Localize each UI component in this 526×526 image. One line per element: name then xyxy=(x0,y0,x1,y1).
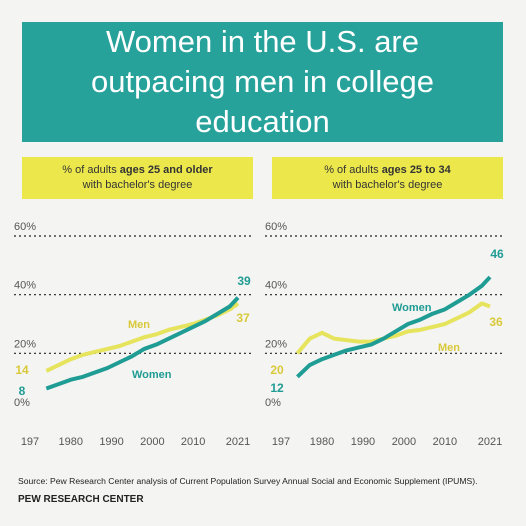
x-tick-label: 197 xyxy=(21,436,39,448)
source: Source: Pew Research Center analysis of … xyxy=(18,476,478,486)
x-tick-label: 2021 xyxy=(226,436,250,448)
series-line xyxy=(45,296,240,391)
x-tick-label: 2021 xyxy=(478,436,502,448)
y-tick-label: 40% xyxy=(265,280,287,292)
x-tick-label: 1990 xyxy=(351,436,375,448)
series-name: Men xyxy=(438,342,460,354)
x-tick-label: 2010 xyxy=(181,436,205,448)
data-label: 12 xyxy=(270,381,284,395)
series-name: Women xyxy=(132,369,172,381)
y-tick-label: 40% xyxy=(14,280,36,292)
y-tick-label: 0% xyxy=(14,397,30,409)
subtitle-emphasis: ages 25 and older xyxy=(119,164,213,176)
subtitle-prefix: % of adults xyxy=(62,164,117,176)
data-label: 37 xyxy=(236,311,250,325)
data-label: 14 xyxy=(15,363,29,377)
y-tick-label: 20% xyxy=(265,338,287,350)
x-tick-label: 1990 xyxy=(99,436,123,448)
y-tick-label: 60% xyxy=(265,221,287,233)
data-label: 20 xyxy=(270,363,284,377)
series-name: Women xyxy=(392,302,432,314)
series-line xyxy=(45,301,240,373)
subtitle-line2: with bachelor's degree xyxy=(332,179,443,191)
y-tick-label: 0% xyxy=(265,397,281,409)
y-tick-label: 60% xyxy=(14,221,36,233)
credit: PEW RESEARCH CENTER xyxy=(18,494,144,505)
series-line xyxy=(296,275,492,379)
series-line xyxy=(295,301,491,355)
subtitle-line: % of adults ages 25 to 34 xyxy=(272,163,503,178)
data-label: 36 xyxy=(489,315,503,329)
data-label: 39 xyxy=(237,274,251,288)
x-tick-label: 1980 xyxy=(310,436,334,448)
x-tick-label: 2000 xyxy=(392,436,416,448)
x-tick-label: 1980 xyxy=(59,436,83,448)
subtitle-prefix: % of adults xyxy=(324,164,379,176)
series-name: Men xyxy=(128,319,150,331)
x-tick-label: 2000 xyxy=(140,436,164,448)
data-label: 46 xyxy=(490,247,504,261)
data-label: 8 xyxy=(19,384,26,398)
title: Women in the U.S. are outpacing men in c… xyxy=(22,22,503,142)
subtitle-box: % of adults ages 25 to 34 with bachelor'… xyxy=(272,157,503,199)
subtitle-box: % of adults ages 25 and older with bache… xyxy=(22,157,253,199)
x-tick-label: 2010 xyxy=(433,436,457,448)
x-tick-label: 197 xyxy=(272,436,290,448)
subtitle-line: % of adults ages 25 and older xyxy=(22,163,253,178)
subtitle-line2: with bachelor's degree xyxy=(82,179,193,191)
subtitle-emphasis: ages 25 to 34 xyxy=(381,164,451,176)
y-tick-label: 20% xyxy=(14,338,36,350)
